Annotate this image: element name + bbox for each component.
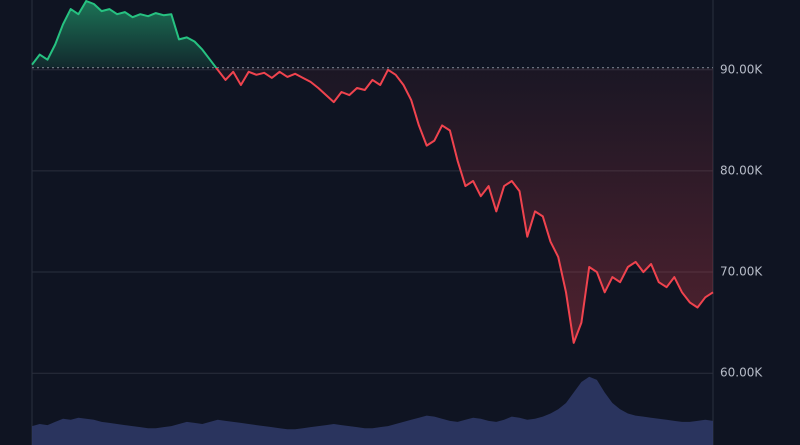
volume-area <box>32 376 713 445</box>
y-tick-label: 60.00K <box>720 366 763 380</box>
y-tick-label: 90.00K <box>720 62 763 76</box>
y-tick-label: 70.00K <box>720 265 763 279</box>
price-line <box>31 0 714 344</box>
baseline-fill <box>32 1 713 343</box>
y-tick-label: 80.00K <box>720 163 763 177</box>
